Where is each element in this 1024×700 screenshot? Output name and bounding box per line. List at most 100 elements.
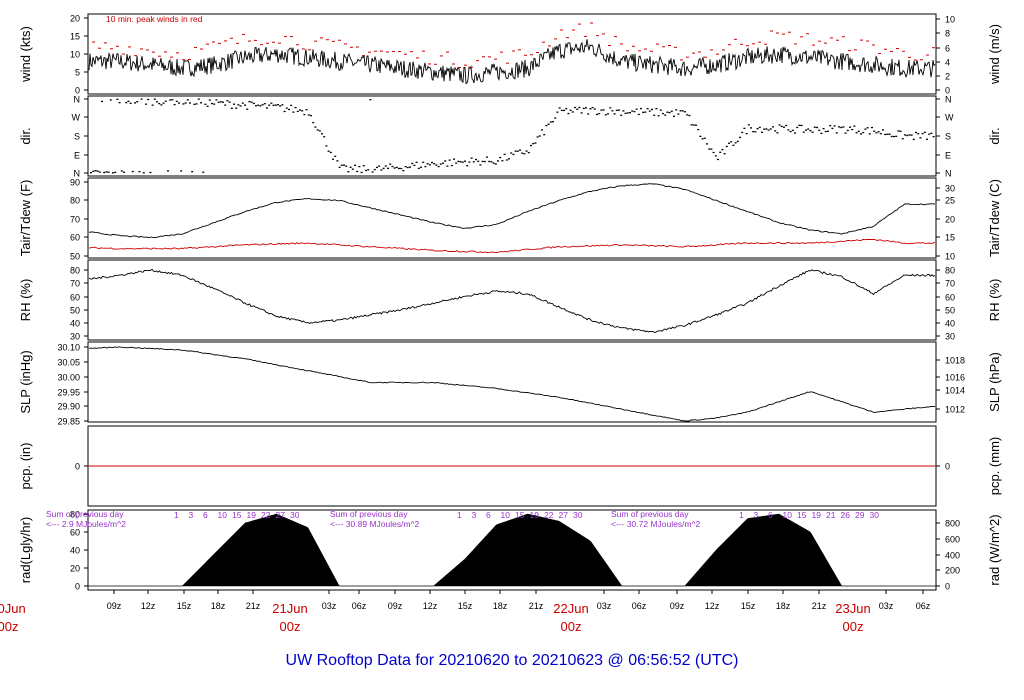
ylabel-right-slp: SLP (hPa) xyxy=(987,352,1002,412)
day-hour-label: 00z xyxy=(561,619,582,634)
ytick-label-right-dir: N xyxy=(945,95,952,105)
rad-day-marker: 27 xyxy=(276,510,286,520)
xtick-label: 12z xyxy=(705,601,720,611)
day-label: 22Jun xyxy=(553,601,588,616)
rad-day-marker: 1 xyxy=(739,510,744,520)
panel-rh: RH (%) RH (%) 30 40 50 60 70 80 30 40 50 60 70 80 xyxy=(18,259,1002,342)
panel-frame-wind xyxy=(87,13,937,95)
rad-annotation: Sum of previous day xyxy=(611,509,689,519)
ytick-label-left-pcp: 0 xyxy=(75,462,80,472)
ytick-label-left-temp: 60 xyxy=(70,233,80,243)
ytick-label-right-wind: 6 xyxy=(945,44,950,54)
ytick-label-left-rh: 70 xyxy=(70,279,80,289)
ytick-label-left-wind: 10 xyxy=(70,50,80,60)
ytick-label-left-rad: 80 xyxy=(70,510,80,520)
ylabel-right-rh: RH (%) xyxy=(987,279,1002,322)
chart-title: UW Rooftop Data for 20210620 to 20210623… xyxy=(286,652,739,669)
ytick-label-right-rh: 40 xyxy=(945,319,955,329)
ytick-label-left-temp: 90 xyxy=(70,178,80,188)
xtick-label: 21z xyxy=(529,601,544,611)
series-slp-SLP xyxy=(88,346,936,422)
rad-day-marker: 10 xyxy=(783,510,793,520)
series-temp-Tair xyxy=(88,183,936,239)
rad-day-marker: 30 xyxy=(290,510,300,520)
rad-day-marker: 6 xyxy=(486,510,491,520)
series-wind-wind xyxy=(88,39,936,85)
ytick-label-right-temp: 20 xyxy=(945,215,955,225)
ytick-label-right-wind: 4 xyxy=(945,58,950,68)
ytick-label-left-rad: 60 xyxy=(70,528,80,538)
ytick-label-left-slp: 30.05 xyxy=(57,358,80,368)
panel-wind: wind (kts) wind (m/s) 0 5 10 15 20 0 2 4 6 8 10 xyxy=(18,13,1002,96)
x-axis: 09z 12z 15z 18z 21z 03z 06z 09z 12z 15z 18z 21z 03z 0… xyxy=(0,590,931,634)
rad-annotation: Sum of previous day xyxy=(46,509,124,519)
ytick-label-right-temp: 10 xyxy=(945,252,955,262)
panel-frame-rh xyxy=(87,259,937,341)
ytick-label-right-dir: W xyxy=(945,113,954,123)
xtick-label: 15z xyxy=(177,601,192,611)
ytick-label-left-slp: 30.00 xyxy=(57,373,80,383)
rad-annotation: Sum of previous day xyxy=(330,509,408,519)
rad-day-marker: 3 xyxy=(472,510,477,520)
ytick-label-left-temp: 70 xyxy=(70,215,80,225)
ylabel-left-rh: RH (%) xyxy=(18,279,33,322)
panel-frame-slp xyxy=(87,341,937,423)
ytick-label-right-rh: 30 xyxy=(945,332,955,342)
ytick-label-right-slp: 1016 xyxy=(945,373,965,383)
ytick-label-left-slp: 29.90 xyxy=(57,402,80,412)
xtick-label: 18z xyxy=(776,601,791,611)
ytick-label-right-rad: 400 xyxy=(945,551,960,561)
day-label: 20Jun xyxy=(0,601,26,616)
panel-temp: Tair/Tdew (F) Tair/Tdew (C) 50 60 70 80 90 10 15… xyxy=(18,177,1002,262)
day-label: 23Jun xyxy=(835,601,870,616)
xtick-label: 15z xyxy=(741,601,756,611)
ytick-label-right-temp: 15 xyxy=(945,233,955,243)
ytick-label-left-dir: E xyxy=(74,151,80,161)
ytick-label-right-rad: 200 xyxy=(945,566,960,576)
rad-day-marker: 19 xyxy=(812,510,822,520)
xtick-label: 21z xyxy=(246,601,261,611)
rad-annotation: <--- 30.89 MJoules/m^2 xyxy=(330,519,420,529)
series-temp-Tdew xyxy=(88,238,936,254)
rad-day-marker: 30 xyxy=(573,510,583,520)
day-hour-label: 00z xyxy=(280,619,301,634)
ytick-label-left-rh: 50 xyxy=(70,306,80,316)
wind-note: 10 min. peak winds in red xyxy=(106,14,203,24)
ytick-label-left-temp: 50 xyxy=(70,252,80,262)
xtick-label: 09z xyxy=(670,601,685,611)
ytick-label-right-wind: 8 xyxy=(945,29,950,39)
ylabel-left-dir: dir. xyxy=(18,127,33,144)
rad-day-marker: 3 xyxy=(189,510,194,520)
rad-day-marker: 19 xyxy=(530,510,540,520)
rad-day-marker: 1 xyxy=(457,510,462,520)
ylabel-left-rad: rad(Lgly/hr) xyxy=(18,517,33,583)
ytick-label-left-rh: 30 xyxy=(70,332,80,342)
series-rad-radiation xyxy=(88,513,936,587)
ytick-label-left-dir: W xyxy=(72,113,81,123)
ytick-label-left-temp: 80 xyxy=(70,196,80,206)
ytick-label-right-rh: 70 xyxy=(945,279,955,289)
xtick-label: 12z xyxy=(423,601,438,611)
rad-day-marker: 19 xyxy=(247,510,257,520)
ytick-label-right-slp: 1012 xyxy=(945,405,965,415)
ylabel-left-slp: SLP (inHg) xyxy=(18,350,33,413)
ylabel-right-pcp: pcp. (mm) xyxy=(987,437,1002,496)
ytick-label-right-rad: 600 xyxy=(945,535,960,545)
ylabel-right-wind: wind (m/s) xyxy=(987,24,1002,85)
xtick-label: 12z xyxy=(141,601,156,611)
series-dir-direction xyxy=(90,98,935,174)
rad-day-marker: 15 xyxy=(515,510,525,520)
ytick-label-left-rh: 40 xyxy=(70,319,80,329)
rad-day-marker: 10 xyxy=(218,510,228,520)
ytick-label-left-rh: 80 xyxy=(70,266,80,276)
ytick-label-right-wind: 10 xyxy=(945,15,955,25)
rad-day-marker: 10 xyxy=(501,510,511,520)
series-rh-RH xyxy=(88,268,936,333)
ytick-label-left-rad: 40 xyxy=(70,546,80,556)
xtick-label: 03z xyxy=(322,601,337,611)
xtick-label: 06z xyxy=(916,601,931,611)
ytick-label-left-slp: 29.95 xyxy=(57,388,80,398)
rad-annotation: <--- 30.72 MJoules/m^2 xyxy=(611,519,701,529)
panel-rad: rad(Lgly/hr) rad (W/m^2)02040608002004006… xyxy=(18,509,1002,592)
